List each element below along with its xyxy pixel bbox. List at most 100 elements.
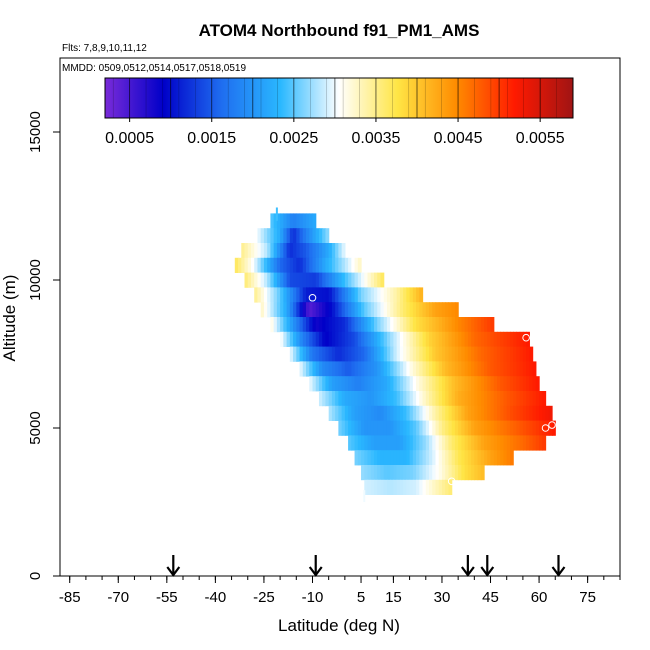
heatmap-cell [318, 391, 323, 407]
heatmap-cell [416, 479, 420, 495]
heatmap-cell [367, 405, 372, 421]
heatmap-cell [386, 287, 391, 303]
heatmap-cell [477, 346, 482, 362]
heatmap-cell [451, 435, 456, 451]
heatmap-cell [406, 287, 411, 303]
heatmap-cell [331, 331, 336, 347]
heatmap-row [299, 361, 537, 377]
heatmap-cell [344, 302, 349, 318]
heatmap-cell [283, 243, 288, 259]
heatmap-cell [454, 331, 459, 347]
heatmap-cell [312, 317, 317, 333]
heatmap-cell [380, 405, 385, 421]
heatmap-cell [474, 317, 479, 333]
heatmap-cell [539, 420, 543, 436]
heatmap-cell [487, 420, 492, 436]
heatmap-cell [364, 361, 369, 377]
heatmap-cell [484, 435, 488, 451]
heatmap-cell [441, 317, 446, 333]
heatmap-cell [377, 287, 382, 303]
heatmap-cell [370, 376, 375, 392]
colorbar-tick-label: 0.0025 [269, 130, 318, 147]
heatmap-cell [367, 346, 372, 362]
heatmap-cell [409, 302, 414, 318]
heatmap-cell [322, 272, 327, 288]
heatmap-cell [480, 450, 485, 466]
heatmap-cell [416, 361, 420, 377]
heatmap-cell [419, 465, 424, 481]
heatmap-cell [377, 317, 382, 333]
heatmap-cell [425, 317, 430, 333]
heatmap-cell [448, 405, 453, 421]
profile-arrows [166, 555, 566, 577]
heatmap-cell [351, 376, 356, 392]
heatmap-cell [519, 420, 524, 436]
heatmap-cell [506, 361, 511, 377]
heatmap-cell [254, 257, 259, 273]
heatmap-row [257, 228, 330, 244]
heatmap-cell [500, 361, 505, 377]
heatmap-cell [344, 317, 349, 333]
heatmap-cell [539, 435, 543, 451]
heatmap-cell [435, 405, 440, 421]
y-axis-label: Altitude (m) [0, 275, 19, 362]
heatmap-cell [263, 257, 268, 273]
heatmap-cell [348, 317, 352, 333]
heatmap-cell [377, 331, 382, 347]
heatmap-cell [432, 435, 437, 451]
heatmap-cell [364, 272, 369, 288]
heatmap-cell [503, 361, 508, 377]
heatmap-row [244, 272, 385, 288]
heatmap-cell [448, 331, 453, 347]
heatmap-cell [487, 450, 492, 466]
heatmap-cell [283, 302, 288, 318]
colorbar-tick-label: 0.0015 [187, 130, 236, 147]
heatmap-row [289, 346, 534, 362]
heatmap-cell [464, 317, 469, 333]
heatmap-cell [425, 331, 430, 347]
heatmap-cell [293, 272, 297, 288]
heatmap-cell [522, 361, 527, 377]
heatmap-cell [448, 450, 453, 466]
heatmap-cell [461, 317, 466, 333]
heatmap-cell [296, 287, 301, 303]
heatmap-cell [364, 450, 369, 466]
heatmap-cell [454, 420, 459, 436]
heatmap-cell [364, 435, 369, 451]
heatmap-cell [529, 420, 534, 436]
heatmap-cell [503, 331, 508, 347]
heatmap-cell [354, 302, 359, 318]
heatmap-cell [406, 435, 411, 451]
heatmap-cell [403, 465, 407, 481]
heatmap-cell [438, 479, 443, 495]
heatmap-cell [432, 302, 437, 318]
profile-arrow [308, 555, 323, 577]
heatmap-cell [396, 287, 401, 303]
heatmap-cell [477, 465, 482, 481]
heatmap-cell [373, 376, 378, 392]
heatmap-cell [451, 302, 456, 318]
heatmap-cell [500, 435, 505, 451]
heatmap-cell [393, 346, 398, 362]
heatmap-cell [293, 302, 297, 318]
heatmap-cell [267, 228, 272, 244]
heatmap-row [364, 479, 453, 495]
heatmap-cell [422, 405, 427, 421]
heatmap-cell [438, 317, 443, 333]
heatmap-row [338, 420, 556, 436]
heatmap-cell [367, 420, 372, 436]
heatmap-cell [542, 405, 547, 421]
heatmap-cell [393, 479, 398, 495]
heatmap-cell [441, 420, 446, 436]
heatmap-cell [422, 450, 427, 466]
heatmap-cell [474, 465, 479, 481]
heatmap-cell [441, 346, 446, 362]
heatmap-cell [367, 435, 372, 451]
heatmap-cell [412, 361, 417, 377]
heatmap-cell [367, 450, 372, 466]
heatmap-cell [357, 346, 362, 362]
heatmap-cell [364, 479, 369, 495]
heatmap-cell [296, 272, 301, 288]
heatmap-cell [370, 302, 375, 318]
heatmap-cell [480, 331, 485, 347]
